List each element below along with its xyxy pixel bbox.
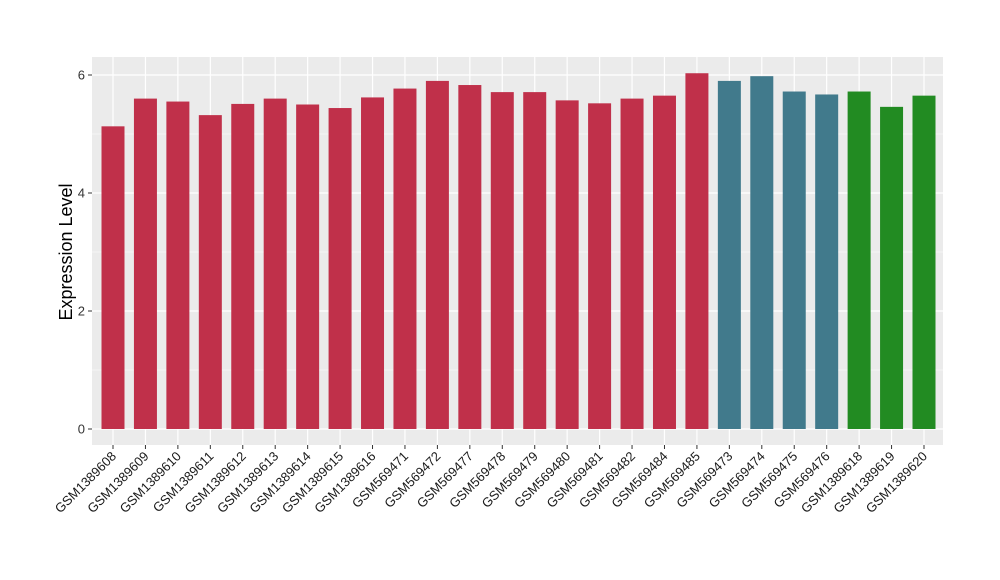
y-axis: 0 2 4 6: [78, 68, 92, 437]
bar-GSM1389608: [101, 126, 125, 429]
bar-GSM569471: [393, 88, 417, 429]
bar-GSM1389619: [880, 106, 904, 430]
bar-GSM569474: [750, 76, 774, 430]
bar-GSM1389610: [166, 101, 190, 430]
bar-GSM569475: [782, 91, 806, 430]
bar-GSM569482: [620, 98, 644, 429]
bar-GSM569484: [652, 95, 676, 430]
y-tick-label: 6: [78, 68, 85, 83]
bar-GSM1389615: [328, 108, 352, 429]
bar-GSM1389612: [231, 103, 255, 429]
bar-GSM569478: [490, 92, 514, 430]
bar-GSM569472: [425, 80, 449, 430]
bar-GSM569481: [588, 103, 612, 429]
bar-GSM569479: [523, 92, 547, 430]
bar-GSM569480: [555, 100, 579, 430]
bar-GSM1389614: [296, 104, 320, 429]
bar-GSM569476: [815, 94, 839, 429]
bar-GSM569477: [458, 85, 482, 429]
bar-GSM1389616: [361, 97, 385, 430]
bar-GSM1389609: [133, 98, 157, 429]
bar-GSM1389611: [198, 115, 222, 430]
y-tick-label: 2: [78, 304, 85, 319]
bar-GSM1389613: [263, 98, 287, 429]
bar-GSM569485: [685, 73, 709, 429]
bar-GSM1389620: [912, 95, 936, 430]
bars: [101, 73, 936, 430]
bar-GSM1389618: [847, 91, 871, 430]
x-axis: GSM1389608GSM1389609GSM1389610GSM1389611…: [52, 445, 930, 516]
bar-GSM569473: [717, 80, 741, 430]
y-tick-label: 0: [78, 422, 85, 437]
y-axis-title: Expression Level: [56, 183, 76, 320]
y-tick-label: 4: [78, 186, 85, 201]
